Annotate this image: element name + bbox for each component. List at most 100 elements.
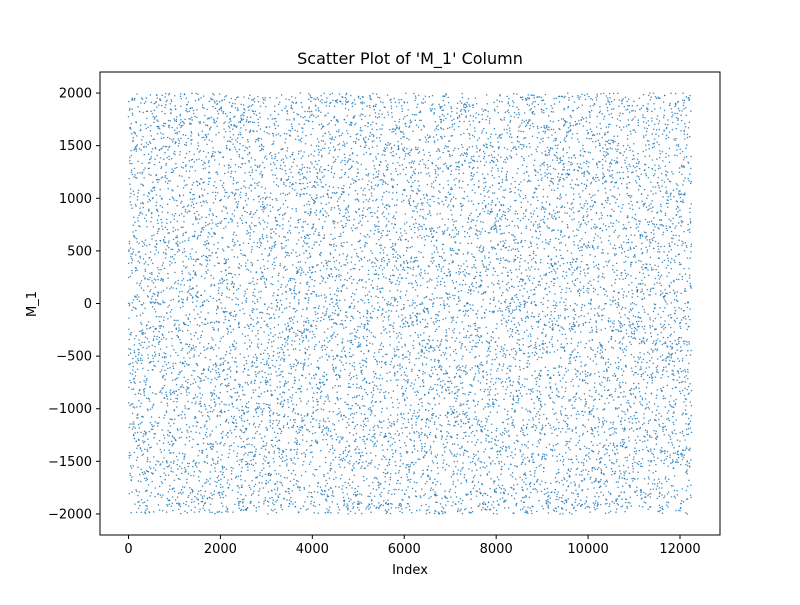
data-point <box>281 453 283 456</box>
data-point <box>132 433 135 436</box>
data-point <box>187 400 189 403</box>
data-point <box>181 279 183 282</box>
data-point <box>166 462 168 464</box>
data-point <box>319 170 321 172</box>
data-point <box>244 335 246 337</box>
data-point <box>132 140 134 142</box>
data-point <box>272 143 275 145</box>
data-point <box>203 323 205 325</box>
data-point <box>164 378 166 381</box>
data-point <box>315 327 318 330</box>
data-point <box>175 281 177 283</box>
data-point <box>177 477 180 480</box>
data-point <box>171 168 173 170</box>
data-point <box>335 245 338 247</box>
data-point <box>336 287 339 290</box>
data-point <box>184 118 186 121</box>
data-point <box>303 415 306 417</box>
data-point <box>279 493 281 495</box>
data-point <box>270 192 272 194</box>
data-point <box>128 338 130 341</box>
data-point <box>278 272 280 275</box>
data-point <box>344 355 347 357</box>
data-point <box>155 243 158 245</box>
data-point <box>303 252 305 254</box>
data-point <box>129 107 131 110</box>
data-point <box>271 307 273 309</box>
data-point <box>269 378 271 381</box>
data-point <box>237 188 239 191</box>
data-point <box>273 431 276 433</box>
data-point <box>148 141 151 143</box>
data-point <box>175 118 178 121</box>
data-point <box>323 371 326 374</box>
data-point <box>212 446 215 448</box>
data-point <box>219 358 221 360</box>
data-point <box>337 187 340 189</box>
data-point <box>172 391 174 394</box>
data-point <box>283 497 285 500</box>
data-point <box>243 364 245 366</box>
data-point <box>131 98 134 101</box>
data-point <box>223 403 225 406</box>
data-point <box>186 481 188 484</box>
data-point <box>346 161 349 164</box>
data-point <box>261 475 264 478</box>
data-point <box>222 490 225 493</box>
data-point <box>304 142 307 145</box>
data-point <box>225 226 227 228</box>
data-point <box>305 308 308 311</box>
data-point <box>224 410 226 413</box>
data-point <box>230 444 233 447</box>
data-point <box>207 192 209 195</box>
data-point <box>322 140 325 142</box>
data-point <box>177 336 180 339</box>
data-point <box>244 381 247 384</box>
data-point <box>273 231 275 233</box>
data-point <box>346 287 348 289</box>
data-point <box>229 376 232 378</box>
data-point <box>181 330 184 332</box>
data-point <box>234 428 236 431</box>
data-point <box>271 245 273 248</box>
data-point <box>188 436 191 438</box>
data-point <box>261 410 264 412</box>
data-point <box>304 110 306 113</box>
data-point <box>230 478 233 480</box>
data-point <box>300 335 303 337</box>
data-point <box>248 451 250 454</box>
data-point <box>139 129 142 131</box>
data-point <box>240 508 243 511</box>
data-point <box>165 338 167 340</box>
data-point <box>143 153 146 156</box>
data-point <box>144 270 147 273</box>
data-point <box>333 105 336 108</box>
data-point <box>194 495 196 498</box>
data-point <box>308 285 310 288</box>
data-point <box>204 240 206 243</box>
data-point <box>235 419 237 421</box>
data-point <box>201 178 203 180</box>
data-point <box>163 449 166 451</box>
data-point <box>310 197 313 199</box>
data-point <box>131 207 133 210</box>
data-point <box>241 467 243 469</box>
data-point <box>283 267 285 269</box>
data-point <box>288 129 290 132</box>
data-point <box>307 340 310 342</box>
data-point <box>203 189 206 191</box>
data-point <box>238 326 241 328</box>
data-point <box>142 312 144 314</box>
data-point <box>164 414 166 416</box>
data-point <box>327 164 330 167</box>
data-point <box>290 123 293 125</box>
data-point <box>193 264 195 267</box>
data-point <box>311 387 313 389</box>
data-point <box>155 327 158 330</box>
data-point <box>276 159 278 162</box>
data-point <box>340 168 343 171</box>
data-point <box>272 340 275 342</box>
data-point <box>223 122 225 125</box>
data-point <box>243 96 245 98</box>
data-point <box>220 432 223 435</box>
